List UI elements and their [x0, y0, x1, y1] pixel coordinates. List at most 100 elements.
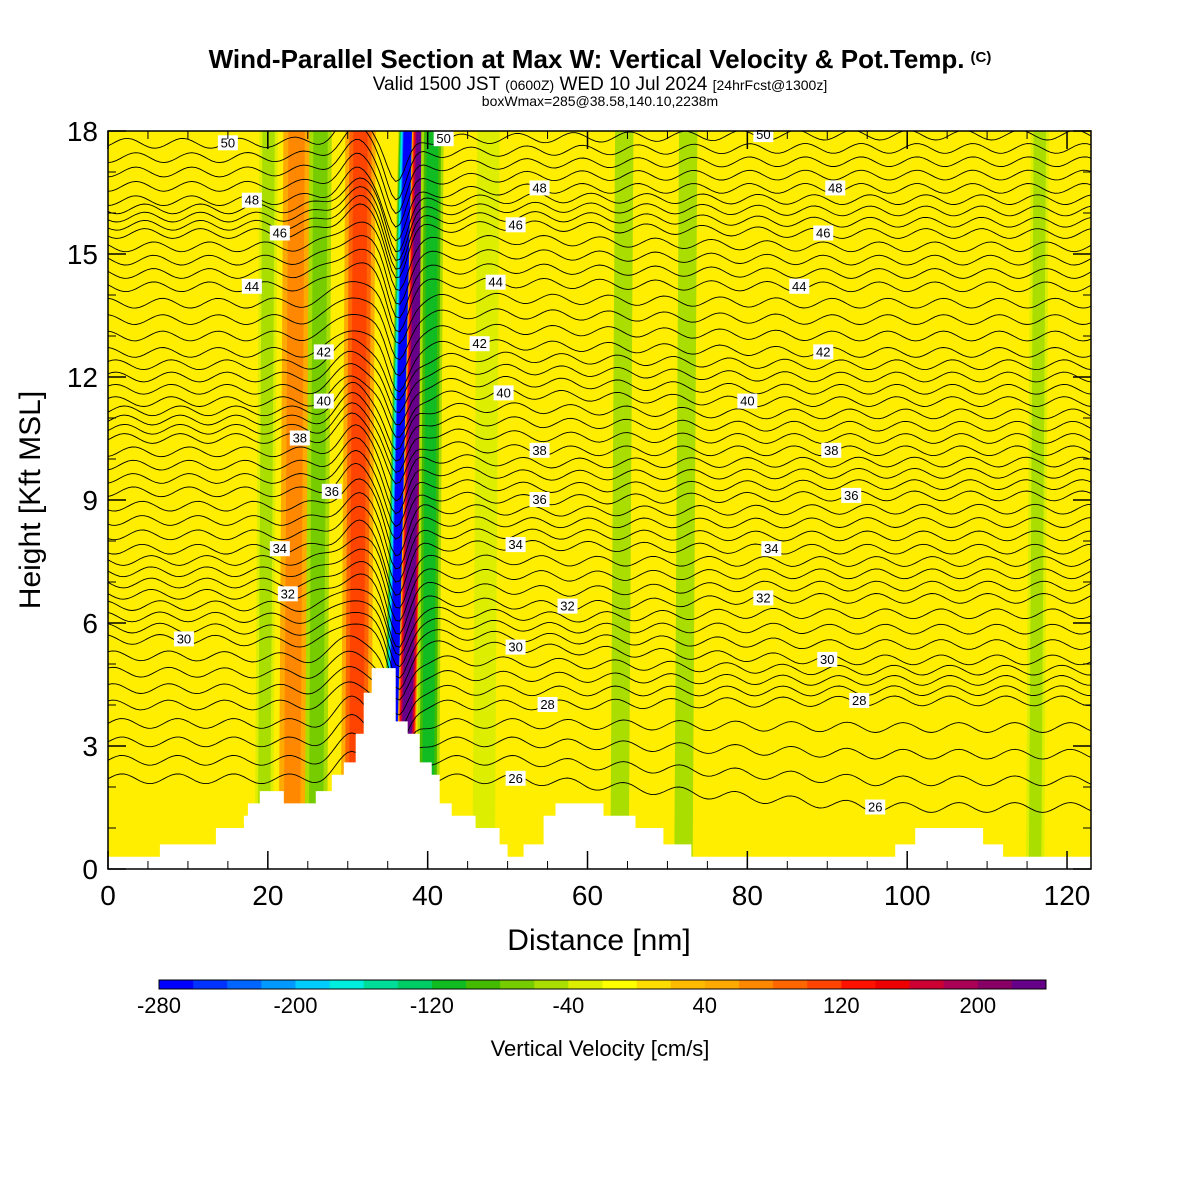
colorbar-tick-label: -280 — [137, 993, 181, 1018]
theta-contour-label: 48 — [529, 180, 550, 196]
velocity-band-level — [421, 131, 439, 869]
label-background — [817, 651, 838, 667]
theta-contour-line — [108, 375, 1091, 438]
theta-contour-line — [108, 392, 1091, 462]
theta-contour-label: 26 — [865, 799, 886, 815]
velocity-band — [304, 131, 332, 869]
colorbar-swatch — [704, 980, 740, 989]
label-background — [433, 131, 454, 147]
label-background — [505, 770, 526, 786]
theta-contour-line — [108, 338, 1091, 401]
contour-label-text: 28 — [540, 697, 554, 712]
colorbar-swatch — [875, 980, 911, 989]
theta-contour-label: 32 — [557, 598, 578, 614]
velocity-band — [610, 131, 634, 869]
label-background — [813, 225, 834, 241]
x-tick-label: 0 — [100, 880, 116, 911]
theta-contour-line — [108, 166, 1091, 242]
velocity-band — [416, 131, 444, 869]
y-tick-label: 3 — [82, 731, 98, 762]
colorbar-swatch — [193, 980, 228, 989]
theta-contour-label: 38 — [529, 442, 550, 458]
x-axis-label: Distance [nm] — [507, 924, 690, 957]
colorbar-tick-label: -200 — [273, 993, 317, 1018]
velocity-band-level — [257, 131, 275, 869]
theta-contour-label: 48 — [241, 192, 262, 208]
velocity-band-level — [348, 131, 368, 869]
velocity-band-level — [283, 131, 305, 869]
theta-contour-line — [108, 221, 1091, 291]
colorbar-swatch — [363, 980, 399, 989]
theta-contour-label: 44 — [485, 274, 506, 290]
x-tick-label: 80 — [732, 880, 763, 911]
colorbar-swatch — [773, 980, 808, 989]
contour-label-text: 46 — [508, 217, 522, 232]
label-background — [505, 537, 526, 553]
label-background — [493, 385, 514, 401]
theta-contour-label: 40 — [493, 385, 514, 401]
velocity-band — [1025, 131, 1050, 869]
contour-label-text: 40 — [496, 385, 510, 400]
theta-contour-line — [108, 681, 1091, 746]
theta-contour-line — [108, 713, 1091, 782]
theta-contour-line — [108, 281, 1091, 345]
theta-contour-labels: 50 50 50 48 48 48 46 46 46 44 44 44 42 42 42 40 40 40 38 38… — [173, 127, 886, 815]
contour-label-text: 38 — [532, 443, 546, 458]
colorbar-swatch — [159, 980, 194, 989]
label-background — [217, 135, 238, 151]
theta-contour-line — [108, 437, 1091, 515]
contour-label-text: 26 — [508, 771, 522, 786]
contour-label-text: 36 — [844, 488, 858, 503]
theta-contour-label: 26 — [505, 770, 526, 786]
colorbar-swatch — [807, 980, 842, 989]
theta-contour-line — [108, 623, 1091, 690]
colorbar-swatch — [977, 980, 1013, 989]
theta-contour-line — [108, 478, 1091, 557]
label-background — [505, 639, 526, 655]
y-tick-label: 9 — [82, 485, 98, 516]
contour-label-text: 48 — [532, 180, 546, 195]
theta-contour-line — [108, 561, 1091, 635]
label-background — [865, 799, 886, 815]
colorbar-swatch — [568, 980, 603, 989]
theta-contour-line — [108, 131, 1091, 201]
contour-label-text: 50 — [756, 127, 770, 142]
label-background — [313, 344, 334, 360]
label-background — [505, 217, 526, 233]
label-background — [813, 344, 834, 360]
contour-label-text: 42 — [317, 344, 331, 359]
theta-contour-label: 30 — [505, 639, 526, 655]
theta-contour-label: 46 — [505, 217, 526, 233]
contour-label-text: 48 — [245, 193, 259, 208]
colorbar-tick-label: 120 — [823, 993, 860, 1018]
colorbar-swatch — [1011, 980, 1047, 989]
valid-date: WED 10 Jul 2024 — [559, 74, 708, 95]
label-background — [529, 442, 550, 458]
colorbar-swatch — [602, 980, 638, 989]
contour-label-text: 38 — [824, 443, 838, 458]
label-background — [825, 180, 846, 196]
label-background — [289, 430, 310, 446]
label-background — [269, 541, 290, 557]
contour-label-text: 32 — [281, 586, 295, 601]
contour-label-text: 46 — [273, 226, 287, 241]
contour-label-text: 42 — [472, 336, 486, 351]
theta-contour-label: 42 — [469, 336, 490, 352]
theta-contour-label: 28 — [849, 692, 870, 708]
theta-contour-label: 36 — [321, 483, 342, 499]
contour-label-text: 42 — [816, 344, 830, 359]
colorbar-swatch — [227, 980, 262, 989]
velocity-band-level — [1028, 131, 1047, 869]
x-tick-label: 120 — [1044, 880, 1091, 911]
velocity-band — [340, 131, 376, 869]
theta-contour-label: 32 — [753, 590, 774, 606]
x-tick-label: 20 — [252, 880, 283, 911]
contour-label-text: 34 — [273, 541, 287, 556]
contour-label-text: 48 — [828, 180, 842, 195]
colorbar-frame — [158, 979, 1047, 990]
label-background — [557, 598, 578, 614]
label-background — [321, 483, 342, 499]
box-wmax-info: boxWmax=285@38.58,140.10,2238m — [481, 93, 719, 109]
colorbar-swatch — [670, 980, 706, 989]
contour-label-text: 44 — [245, 279, 259, 294]
